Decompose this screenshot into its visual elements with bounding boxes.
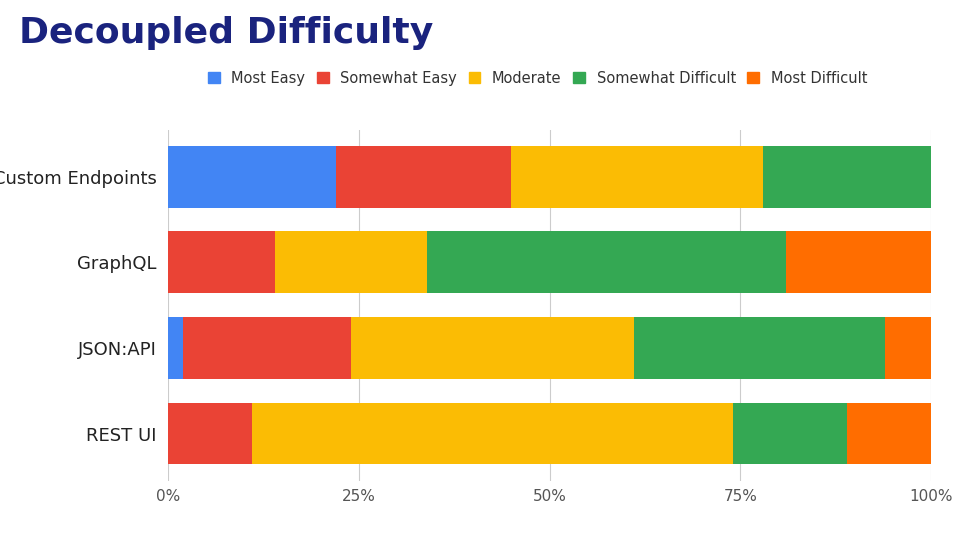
Legend: Most Easy, Somewhat Easy, Moderate, Somewhat Difficult, Most Difficult: Most Easy, Somewhat Easy, Moderate, Some… bbox=[203, 65, 873, 91]
Bar bbox=[336, 146, 512, 207]
Bar bbox=[168, 403, 252, 464]
Bar bbox=[168, 317, 183, 379]
Bar bbox=[351, 317, 634, 379]
Text: Decoupled Difficulty: Decoupled Difficulty bbox=[19, 16, 434, 50]
Bar bbox=[275, 232, 427, 293]
Bar bbox=[168, 146, 336, 207]
Bar bbox=[786, 232, 931, 293]
Bar bbox=[848, 403, 931, 464]
Bar bbox=[168, 232, 275, 293]
Bar bbox=[885, 317, 931, 379]
Bar bbox=[427, 232, 786, 293]
Bar bbox=[763, 146, 931, 207]
Bar bbox=[183, 317, 351, 379]
Bar bbox=[634, 317, 885, 379]
Bar bbox=[252, 403, 732, 464]
Bar bbox=[732, 403, 848, 464]
Bar bbox=[512, 146, 763, 207]
